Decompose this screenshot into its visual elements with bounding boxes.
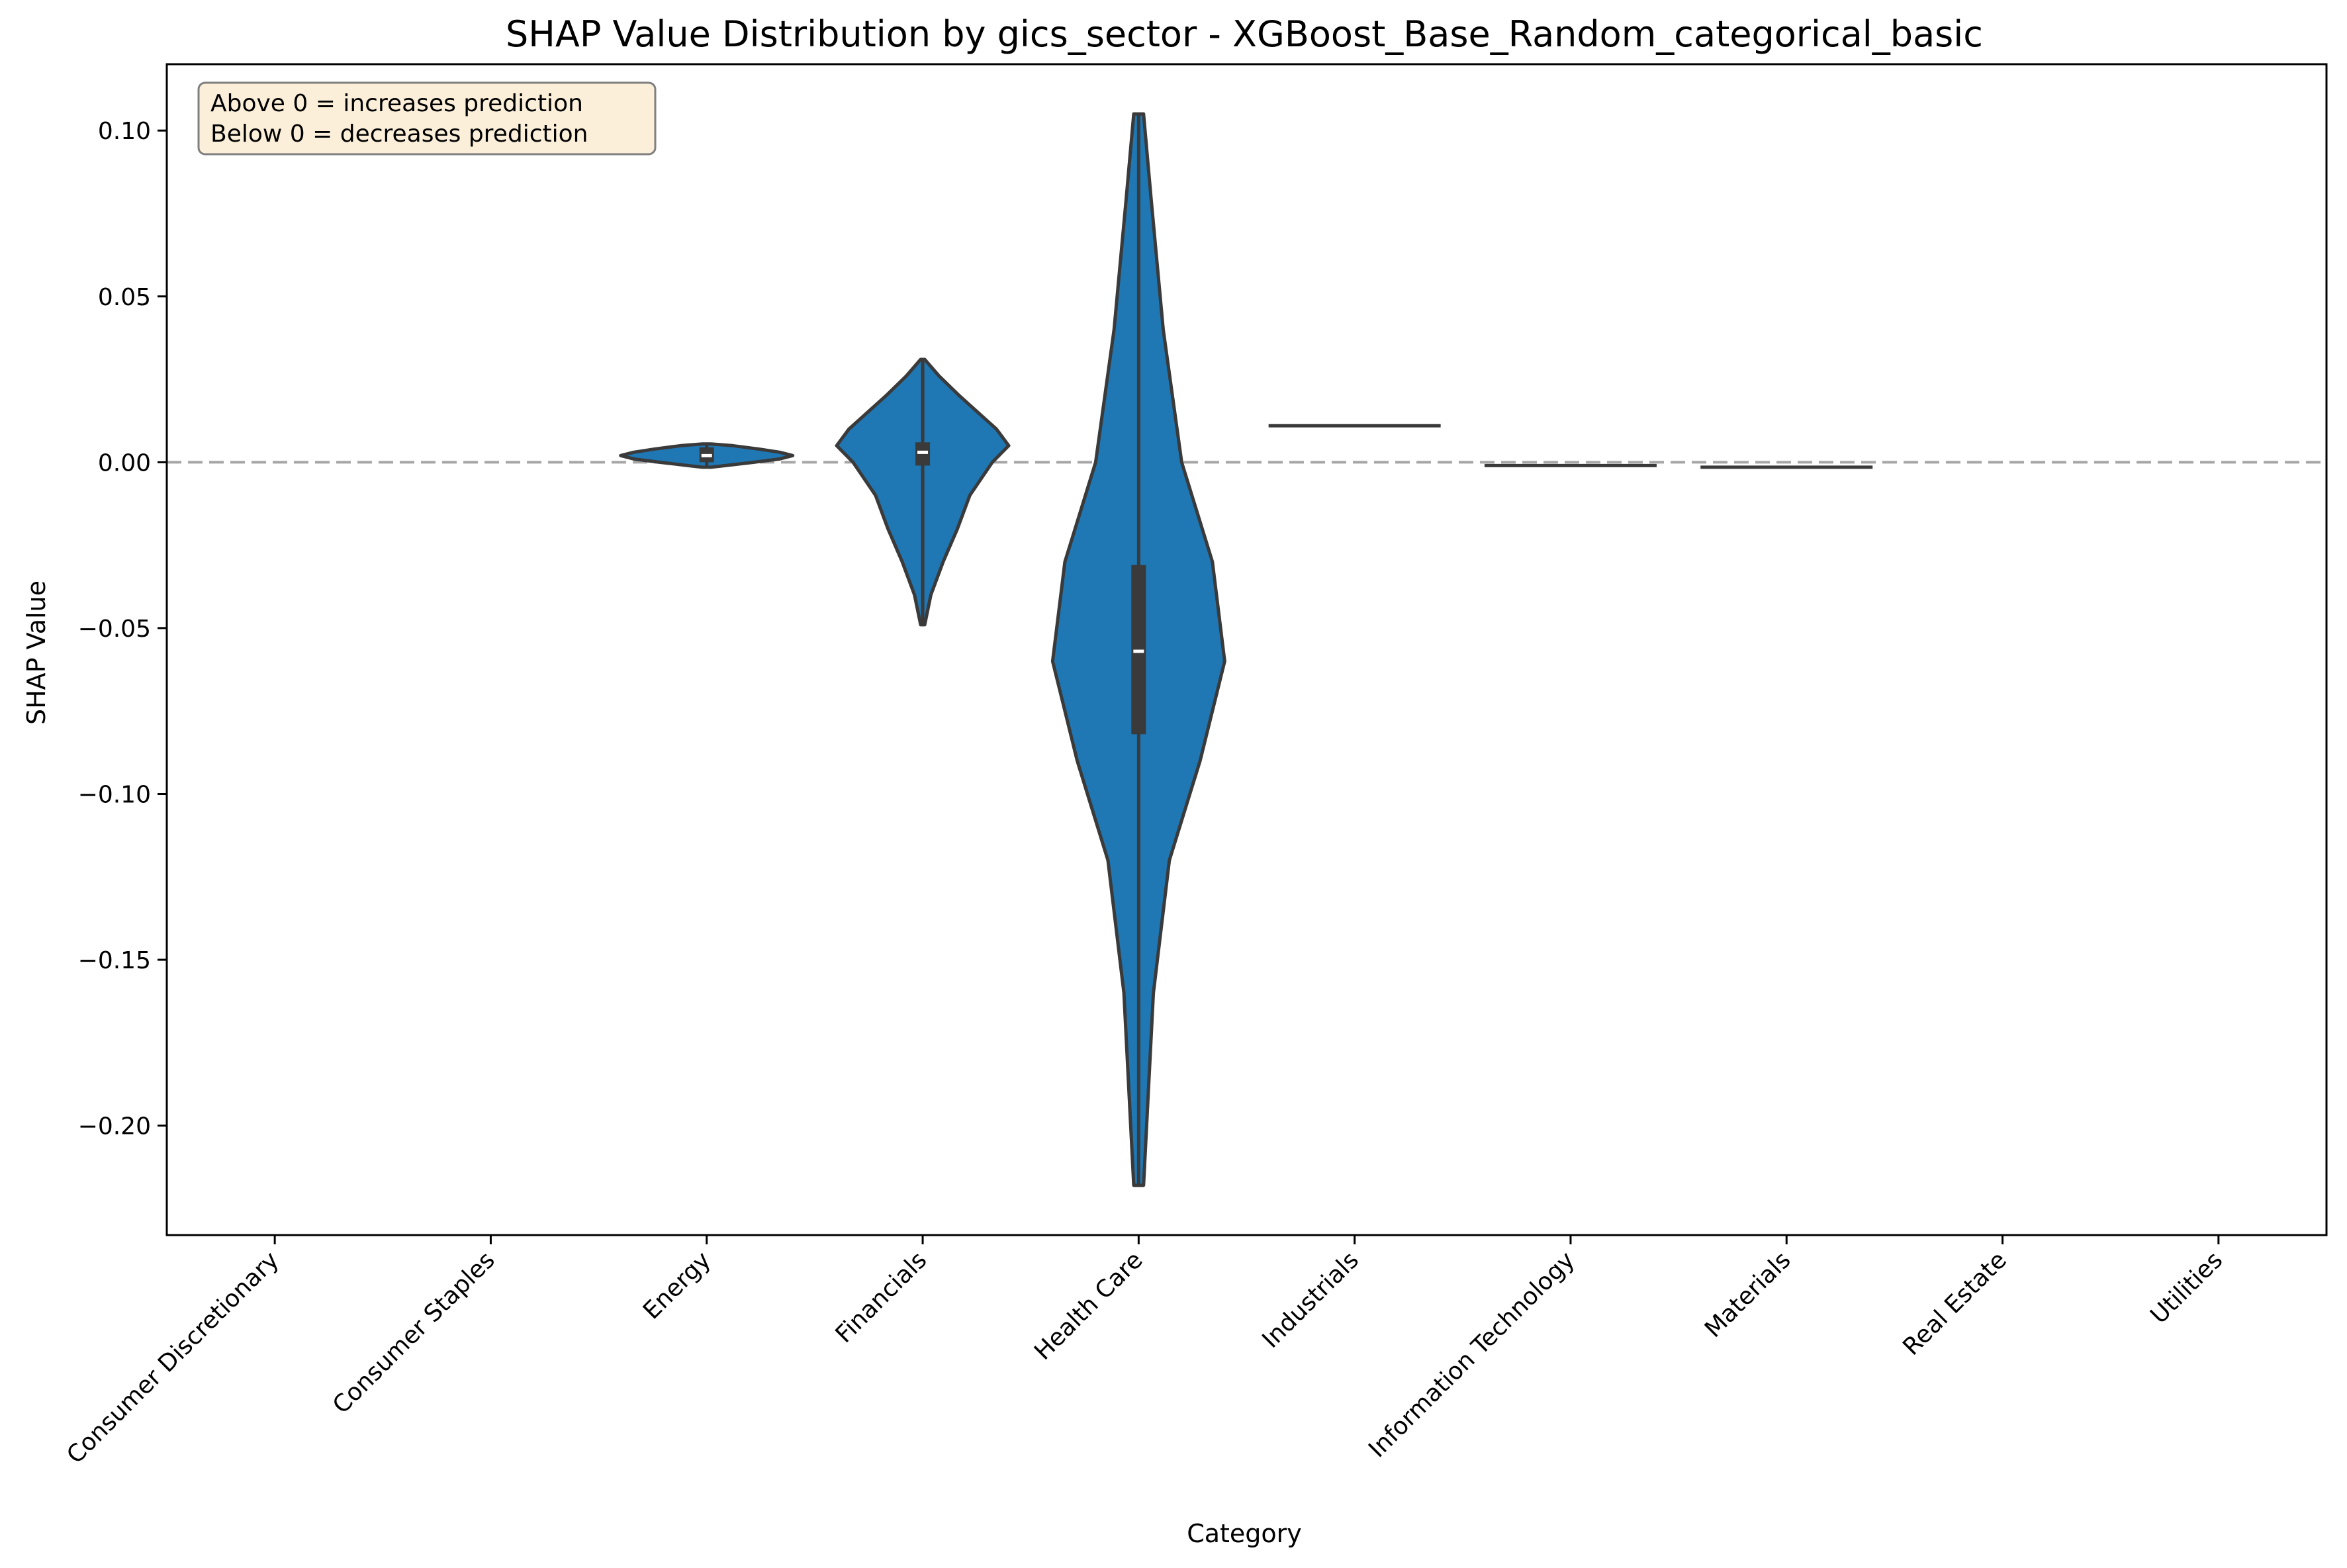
y-tick-label: 0.10: [98, 118, 151, 145]
annotation-line-decrease: Below 0 = decreases prediction: [210, 120, 588, 148]
y-tick-label: 0.00: [98, 449, 151, 477]
y-tick-label: −0.20: [78, 1113, 151, 1140]
annotation-box: Above 0 = increases prediction Below 0 =…: [197, 81, 657, 156]
y-tick-label: 0.05: [98, 284, 151, 311]
y-tick-label: −0.10: [78, 781, 151, 808]
chart-title: SHAP Value Distribution by gics_sector -…: [506, 13, 1983, 55]
violin-group-health-care: [1050, 112, 1226, 1187]
axes-frame: [165, 63, 2328, 1236]
violin-iqr-box-financials: [915, 442, 931, 466]
y-tick-label: −0.05: [78, 616, 151, 643]
annotation-box-background: [197, 81, 657, 156]
y-tick-label: −0.15: [78, 947, 151, 974]
plot-area: [167, 112, 2326, 1187]
violin-group-energy: [619, 442, 795, 469]
y-axis-label: SHAP Value: [22, 580, 51, 725]
violin-group-financials: [835, 357, 1011, 627]
violin-iqr-box-health-care: [1131, 565, 1146, 735]
annotation-line-increase: Above 0 = increases prediction: [210, 90, 583, 117]
x-axis-label: Category: [1187, 1519, 1302, 1548]
